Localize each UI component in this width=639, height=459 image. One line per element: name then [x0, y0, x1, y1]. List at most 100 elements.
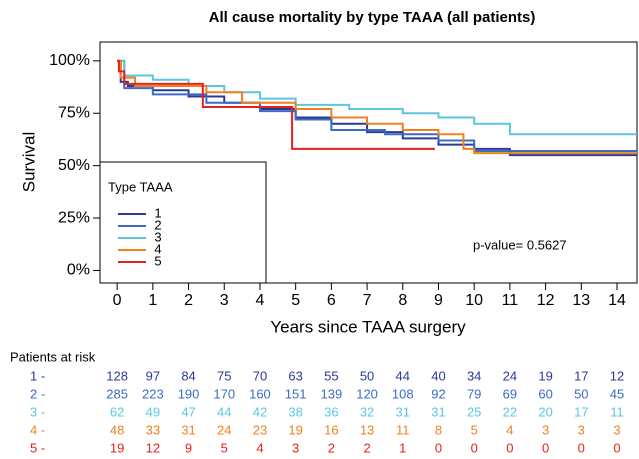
x-tick-label: 14 [608, 292, 626, 309]
risk-count: 45 [610, 386, 624, 401]
x-tick-label: 11 [502, 292, 519, 309]
x-tick-label: 13 [572, 292, 590, 309]
x-tick-label: 6 [327, 292, 336, 309]
risk-count: 47 [181, 404, 195, 419]
y-axis-label: Survival [19, 132, 38, 192]
risk-count: 32 [360, 404, 374, 419]
risk-count: 44 [396, 368, 410, 383]
survival-curve [117, 59, 637, 136]
risk-count: 92 [431, 386, 445, 401]
risk-count: 33 [146, 422, 160, 437]
risk-count: 3 [542, 422, 549, 437]
legend-label: 5 [154, 253, 161, 268]
risk-count: 0 [435, 440, 442, 455]
risk-count: 40 [431, 368, 445, 383]
risk-count: 11 [610, 404, 624, 419]
risk-count: 24 [217, 422, 231, 437]
x-tick-label: 0 [113, 292, 122, 309]
risk-count: 62 [110, 404, 124, 419]
risk-count: 48 [110, 422, 124, 437]
risk-count: 3 [292, 440, 299, 455]
risk-count: 36 [324, 404, 338, 419]
y-tick-label: 75% [58, 104, 90, 121]
risk-count: 160 [249, 386, 271, 401]
risk-count: 19 [110, 440, 124, 455]
risk-count: 17 [574, 404, 588, 419]
y-tick-label: 50% [58, 157, 90, 174]
risk-count: 2 [363, 440, 370, 455]
risk-count: 11 [396, 422, 410, 437]
x-tick-label: 4 [256, 292, 265, 309]
risk-count: 23 [253, 422, 267, 437]
survival-curve [117, 59, 637, 157]
risk-count: 60 [538, 386, 552, 401]
risk-count: 139 [321, 386, 343, 401]
x-tick-label: 12 [537, 292, 555, 309]
legend-label: 3 [154, 229, 161, 244]
risk-count: 19 [538, 368, 552, 383]
risk-count: 69 [503, 386, 517, 401]
y-tick-label: 100% [49, 52, 90, 69]
risk-count: 63 [288, 368, 302, 383]
risk-count: 0 [506, 440, 513, 455]
x-tick-label: 1 [148, 292, 157, 309]
risk-count: 97 [146, 368, 160, 383]
risk-count: 38 [288, 404, 302, 419]
risk-count: 44 [217, 404, 231, 419]
risk-count: 50 [574, 386, 588, 401]
x-tick-label: 10 [465, 292, 483, 309]
risk-count: 0 [471, 440, 478, 455]
risk-count: 50 [360, 368, 374, 383]
risk-count: 3 [578, 422, 585, 437]
risk-count: 12 [610, 368, 624, 383]
risk-row-label: 5 - [30, 440, 45, 455]
annotation: p-value= 0.5627 [473, 237, 567, 252]
risk-count: 5 [221, 440, 228, 455]
legend-label: 2 [154, 217, 161, 232]
risk-count: 31 [431, 404, 445, 419]
risk-count: 1 [399, 440, 406, 455]
risk-count: 42 [253, 404, 267, 419]
legend-label: 1 [154, 205, 161, 220]
risk-count: 2 [328, 440, 335, 455]
x-tick-label: 2 [184, 292, 193, 309]
risk-count: 120 [356, 386, 378, 401]
risk-count: 9 [185, 440, 192, 455]
chart-title: All cause mortality by type TAAA (all pa… [209, 9, 536, 26]
risk-count: 16 [324, 422, 338, 437]
risk-count: 49 [146, 404, 160, 419]
risk-count: 75 [217, 368, 231, 383]
risk-table-title: Patients at risk [10, 349, 96, 364]
risk-count: 84 [181, 368, 195, 383]
risk-count: 190 [178, 386, 200, 401]
y-tick-label: 25% [58, 209, 90, 226]
risk-count: 31 [181, 422, 195, 437]
x-tick-label: 7 [363, 292, 372, 309]
risk-count: 70 [253, 368, 267, 383]
risk-count: 5 [471, 422, 478, 437]
risk-count: 20 [538, 404, 552, 419]
risk-row-label: 4 - [30, 422, 45, 437]
risk-count: 128 [106, 368, 128, 383]
risk-count: 22 [503, 404, 517, 419]
legend-label: 4 [154, 241, 161, 256]
risk-count: 0 [613, 440, 620, 455]
risk-count: 24 [503, 368, 517, 383]
risk-count: 12 [146, 440, 160, 455]
risk-count: 151 [285, 386, 307, 401]
risk-count: 31 [396, 404, 410, 419]
x-tick-label: 9 [434, 292, 443, 309]
risk-row-label: 3 - [30, 404, 45, 419]
survival-curve [117, 59, 435, 150]
x-tick-label: 8 [398, 292, 407, 309]
x-tick-label: 3 [220, 292, 229, 309]
risk-count: 4 [256, 440, 263, 455]
risk-count: 17 [574, 368, 588, 383]
risk-count: 79 [467, 386, 481, 401]
y-tick-label: 0% [67, 262, 90, 279]
risk-row-label: 1 - [30, 368, 45, 383]
risk-count: 0 [542, 440, 549, 455]
risk-count: 223 [142, 386, 164, 401]
